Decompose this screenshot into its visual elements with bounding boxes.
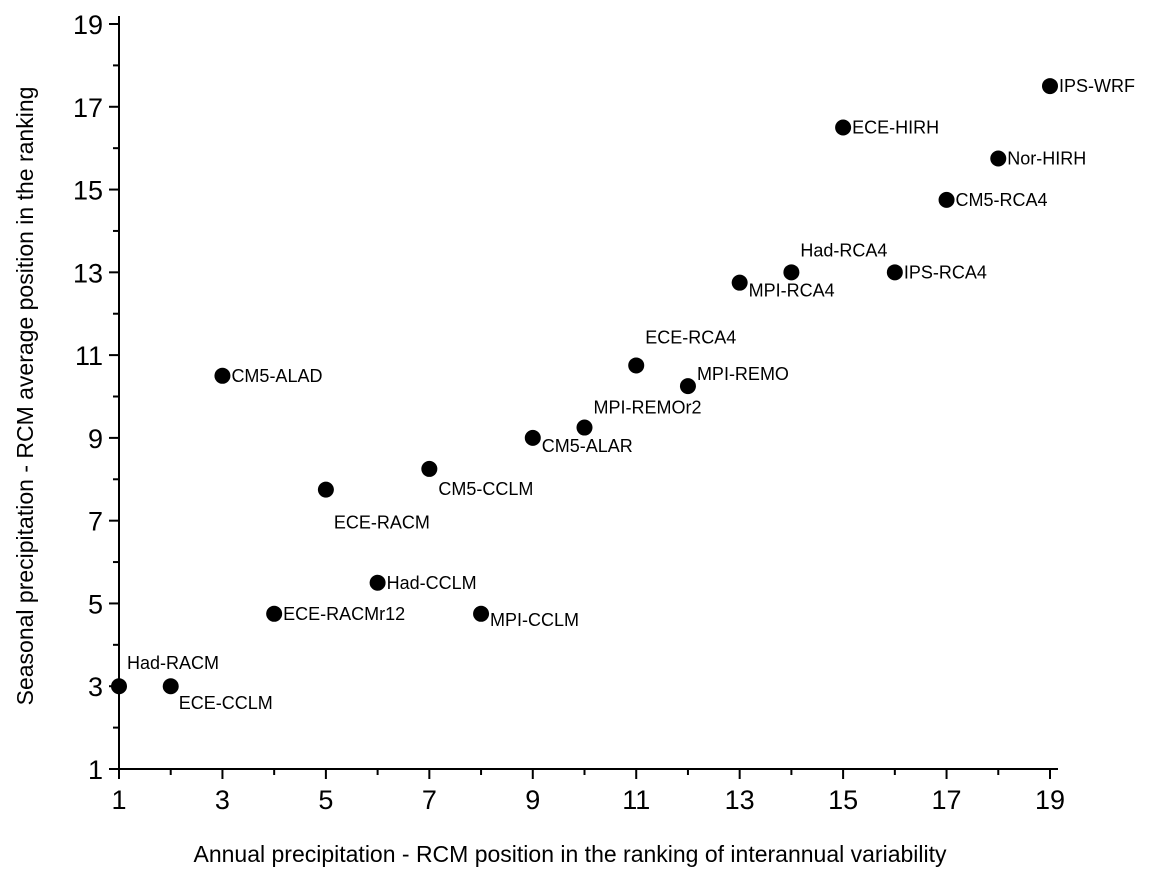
data-points	[111, 78, 1058, 695]
y-tick-label: 11	[75, 341, 103, 371]
point-labels: IPS-WRF ECE-HIRH Nor-HIRH CM5-RCA4 Had-RCA4 I…	[127, 76, 1135, 713]
data-point	[421, 460, 438, 477]
x-tick-label: 5	[318, 785, 333, 815]
point-label: MPI-RCA4	[749, 281, 835, 301]
point-label: ECE-RACM	[334, 513, 430, 533]
data-point	[783, 264, 800, 281]
data-point	[679, 378, 696, 395]
x-tick-label: 17	[932, 785, 962, 815]
point-label: CM5-ALAD	[231, 366, 322, 386]
data-point	[317, 481, 334, 498]
point-label: ECE-RACMr12	[283, 604, 405, 624]
data-point	[835, 119, 852, 136]
data-point	[162, 678, 179, 695]
data-point	[266, 605, 283, 622]
x-tick-label: 19	[1035, 785, 1065, 815]
point-label: IPS-WRF	[1059, 76, 1135, 96]
data-point	[628, 357, 645, 374]
data-point	[938, 191, 955, 208]
point-label: CM5-RCA4	[956, 190, 1048, 210]
point-label: ECE-CCLM	[179, 693, 273, 713]
point-label: Nor-HIRH	[1007, 149, 1086, 169]
point-label: Had-CCLM	[387, 573, 477, 593]
y-tick-label: 1	[88, 755, 103, 785]
y-tick-label: 5	[88, 589, 103, 619]
point-label: CM5-ALAR	[542, 436, 633, 456]
point-label: IPS-RCA4	[904, 262, 987, 282]
x-tick-label: 11	[622, 785, 650, 815]
x-axis-title: Annual precipitation - RCM position in t…	[193, 841, 947, 867]
x-tick-label: 15	[828, 785, 858, 815]
point-label: ECE-RCA4	[645, 327, 736, 347]
x-tick-label: 9	[525, 785, 540, 815]
data-point	[990, 150, 1007, 167]
y-tick-label: 13	[73, 258, 103, 288]
y-axis-title: Seasonal precipitation - RCM average pos…	[12, 87, 38, 706]
point-label: MPI-REMO	[697, 364, 789, 384]
tick-marks	[109, 23, 1051, 779]
data-point	[576, 419, 593, 436]
point-label: MPI-CCLM	[490, 610, 579, 630]
data-point	[111, 678, 127, 695]
y-tick-label: 17	[73, 93, 103, 123]
y-tick-label: 19	[73, 10, 103, 40]
point-label: Had-RCA4	[800, 240, 887, 260]
x-tick-label: 7	[422, 785, 437, 815]
point-label: CM5-CCLM	[438, 479, 533, 499]
data-point	[214, 367, 231, 384]
data-point	[886, 264, 903, 281]
data-point	[473, 605, 490, 622]
point-label: MPI-REMOr2	[594, 398, 702, 418]
y-tick-label: 15	[73, 176, 103, 206]
x-tick-label: 3	[215, 785, 230, 815]
axes	[118, 16, 1058, 770]
point-label: Had-RACM	[127, 653, 219, 673]
point-label: ECE-HIRH	[852, 117, 939, 137]
y-tick-label: 7	[88, 507, 103, 537]
x-tick-label: 13	[725, 785, 755, 815]
data-point	[1042, 78, 1058, 95]
data-point	[369, 574, 386, 591]
x-tick-label: 1	[111, 785, 126, 815]
data-point	[731, 274, 748, 291]
y-tick-label: 9	[88, 424, 103, 454]
data-point	[524, 429, 541, 446]
y-tick-label: 3	[88, 672, 103, 702]
